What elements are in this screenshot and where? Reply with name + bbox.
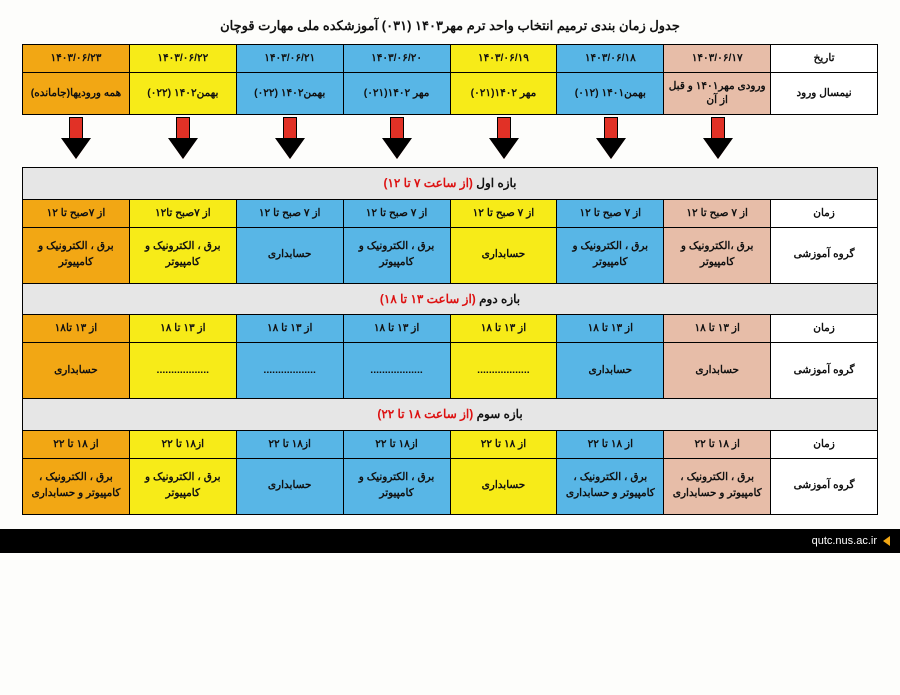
- time-cell: از۱۸ تا ۲۲: [236, 430, 343, 458]
- semester-cell: همه ورودیها(جامانده): [23, 72, 130, 114]
- date-cell: ۱۴۰۳/۰۶/۱۷: [664, 45, 771, 73]
- section-title: بازه سوم (از ساعت ۱۸ تا ۲۲): [23, 399, 878, 431]
- group-cell: حسابداری: [664, 343, 771, 399]
- section-title-red: (از ساعت ۱۳ تا ۱۸): [380, 292, 476, 306]
- semester-cell: ورودی مهر۱۴۰۱ و قبل از آن: [664, 72, 771, 114]
- down-arrow-icon: [598, 117, 624, 161]
- group-label: گروه آموزشی: [771, 343, 878, 399]
- group-cell: ..................: [450, 343, 557, 399]
- time-cell: از ۱۸ تا ۲۲: [23, 430, 130, 458]
- time-cell: از ۱۸ تا ۲۲: [450, 430, 557, 458]
- down-arrow-icon: [384, 117, 410, 161]
- group-cell: حسابداری: [450, 227, 557, 283]
- time-cell: از ۱۸ تا ۲۲: [664, 430, 771, 458]
- time-cell: از۱۸ تا ۲۲: [343, 430, 450, 458]
- semester-cell: بهمن۱۴۰۲ (۰۲۲): [236, 72, 343, 114]
- semester-cell: بهمن۱۴۰۱ (۰۱۲): [557, 72, 664, 114]
- date-cell: ۱۴۰۳/۰۶/۲۲: [129, 45, 236, 73]
- group-cell: ..................: [129, 343, 236, 399]
- time-cell: از ۷ صبح تا ۱۲: [343, 199, 450, 227]
- time-cell: از۱۸ تا ۲۲: [129, 430, 236, 458]
- time-cell: از ۷ صبح تا ۱۲: [664, 199, 771, 227]
- group-cell: برق ، الکترونیک و کامپیوتر: [129, 458, 236, 514]
- schedule-table: بازه اول (از ساعت ۷ تا ۱۲) زمان از ۷ صبح…: [22, 167, 878, 514]
- group-label: گروه آموزشی: [771, 458, 878, 514]
- group-cell: برق ، الکترونیک و کامپیوتر: [23, 227, 130, 283]
- group-cell: حسابداری: [450, 458, 557, 514]
- date-label: تاریخ: [771, 45, 878, 73]
- group-cell: برق ، الکترونیک ، کامپیوتر و حسابداری: [557, 458, 664, 514]
- group-cell: برق ، الکترونیک و کامپیوتر: [557, 227, 664, 283]
- page-title: جدول زمان بندی ترمیم انتخاب واحد ترم مهر…: [22, 18, 878, 34]
- time-label: زمان: [771, 315, 878, 343]
- group-cell: برق ، الکترونیک ، کامپیوتر و حسابداری: [23, 458, 130, 514]
- group-cell: حسابداری: [557, 343, 664, 399]
- time-cell: از ۱۳ تا ۱۸: [343, 315, 450, 343]
- semester-cell: مهر ۱۴۰۲(۰۲۱): [343, 72, 450, 114]
- time-cell: از ۷صبح تا۱۲: [129, 199, 236, 227]
- header-table: تاریخ ۱۴۰۳/۰۶/۱۷ ۱۴۰۳/۰۶/۱۸ ۱۴۰۳/۰۶/۱۹ ۱…: [22, 44, 878, 115]
- down-arrow-icon: [170, 117, 196, 161]
- group-cell: برق ،الکترونیک و کامپیوتر: [664, 227, 771, 283]
- date-cell: ۱۴۰۳/۰۶/۱۹: [450, 45, 557, 73]
- time-cell: از ۱۸ تا ۲۲: [557, 430, 664, 458]
- section-title-red: (از ساعت ۷ تا ۱۲): [383, 176, 472, 190]
- section-title-red: (از ساعت ۱۸ تا ۲۲): [377, 407, 473, 421]
- section-title: بازه دوم (از ساعت ۱۳ تا ۱۸): [23, 283, 878, 315]
- section-title-black: بازه دوم: [479, 292, 520, 306]
- group-cell: ..................: [343, 343, 450, 399]
- group-cell: برق ، الکترونیک و کامپیوتر: [343, 227, 450, 283]
- time-label: زمان: [771, 430, 878, 458]
- group-cell: حسابداری: [23, 343, 130, 399]
- time-cell: از ۱۳ تا ۱۸: [236, 315, 343, 343]
- time-label: زمان: [771, 199, 878, 227]
- group-cell: برق ، الکترونیک و کامپیوتر: [343, 458, 450, 514]
- time-cell: از ۱۳ تا ۱۸: [557, 315, 664, 343]
- time-cell: از ۷ صبح تا ۱۲: [557, 199, 664, 227]
- date-cell: ۱۴۰۳/۰۶/۱۸: [557, 45, 664, 73]
- down-arrow-icon: [705, 117, 731, 161]
- footer-url: qutc.nus.ac.ir: [812, 535, 877, 547]
- time-cell: از ۷صبح تا ۱۲: [23, 199, 130, 227]
- semester-cell: مهر ۱۴۰۲(۰۲۱): [450, 72, 557, 114]
- section-title: بازه اول (از ساعت ۷ تا ۱۲): [23, 168, 878, 200]
- section-title-black: بازه سوم: [477, 407, 523, 421]
- date-cell: ۱۴۰۳/۰۶/۲۰: [343, 45, 450, 73]
- semester-cell: بهمن۱۴۰۲ (۰۲۲): [129, 72, 236, 114]
- group-label: گروه آموزشی: [771, 227, 878, 283]
- down-arrow-icon: [491, 117, 517, 161]
- date-cell: ۱۴۰۳/۰۶/۲۱: [236, 45, 343, 73]
- date-cell: ۱۴۰۳/۰۶/۲۳: [23, 45, 130, 73]
- footer-bar: qutc.nus.ac.ir: [0, 529, 900, 553]
- section-title-black: بازه اول: [476, 176, 516, 190]
- time-cell: از ۷ صبح تا ۱۲: [450, 199, 557, 227]
- time-cell: از ۱۳ تا ۱۸: [129, 315, 236, 343]
- footer-triangle-icon: [883, 536, 890, 546]
- time-cell: از ۱۳ تا ۱۸: [664, 315, 771, 343]
- semester-label: نیمسال ورود: [771, 72, 878, 114]
- group-cell: برق ، الکترونیک و کامپیوتر: [129, 227, 236, 283]
- group-cell: ..................: [236, 343, 343, 399]
- arrow-row: [22, 117, 878, 165]
- time-cell: از ۱۳ تا ۱۸: [450, 315, 557, 343]
- down-arrow-icon: [63, 117, 89, 161]
- down-arrow-icon: [277, 117, 303, 161]
- group-cell: حسابداری: [236, 227, 343, 283]
- group-cell: برق ، الکترونیک ، کامپیوتر و حسابداری: [664, 458, 771, 514]
- time-cell: از ۱۳ تا۱۸: [23, 315, 130, 343]
- group-cell: حسابداری: [236, 458, 343, 514]
- time-cell: از ۷ صبح تا ۱۲: [236, 199, 343, 227]
